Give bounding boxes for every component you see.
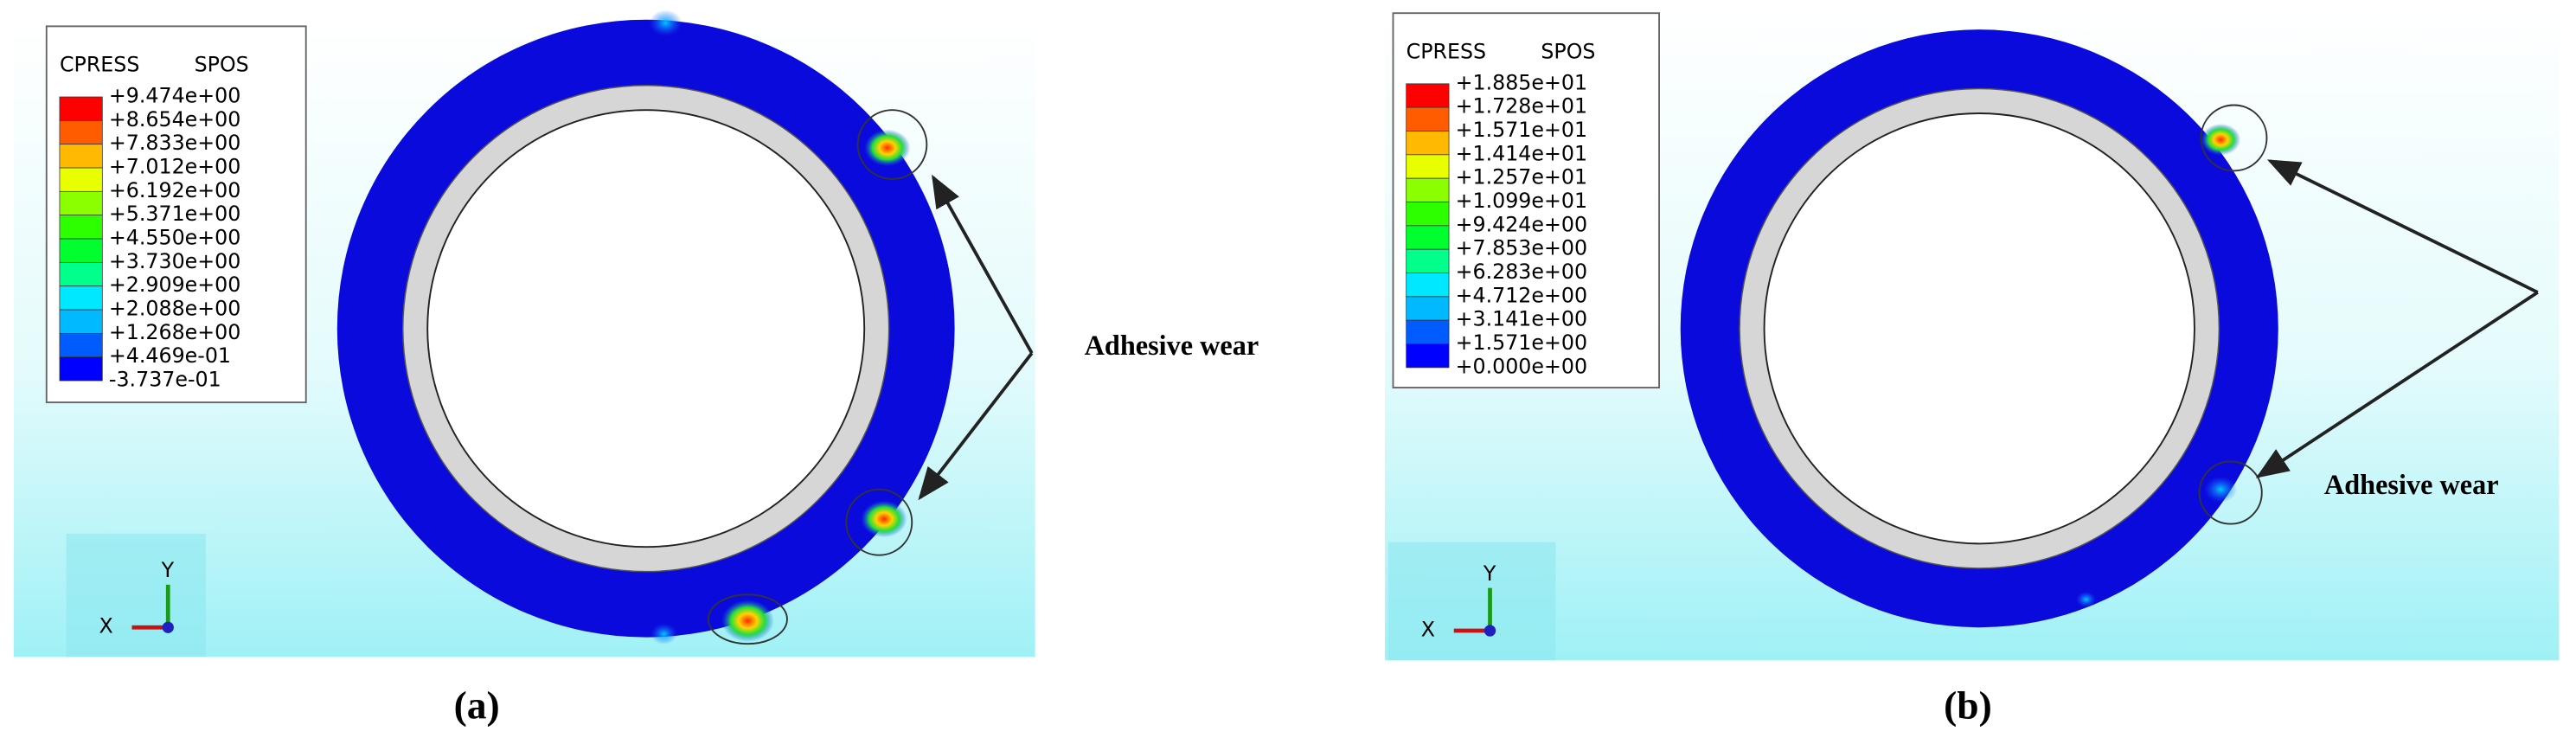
panel-caption: (b) <box>1944 683 1992 728</box>
legend-label: +8.654e+00 <box>109 107 240 131</box>
triad-origin <box>1483 625 1496 637</box>
triad-x-label: X <box>1421 618 1435 642</box>
legend-swatch <box>1406 154 1450 179</box>
contact-spot <box>721 600 774 642</box>
legend-swatch <box>59 215 103 240</box>
annotation-arrow <box>2255 291 2539 478</box>
legend-label: +4.712e+00 <box>1456 283 1587 307</box>
legend-output: SPOS <box>1541 39 1595 63</box>
triad-box <box>66 533 206 657</box>
legend-label: +0.000e+00 <box>1456 354 1587 378</box>
legend-label: +9.424e+00 <box>1456 212 1587 236</box>
legend-swatch <box>1406 202 1450 227</box>
legend-label: +7.833e+00 <box>109 131 240 155</box>
legend-swatch <box>1406 319 1450 344</box>
legend-label: +1.414e+01 <box>1456 141 1587 165</box>
legend-output: SPOS <box>195 52 249 76</box>
legend-swatch <box>59 261 103 287</box>
legend-label: +4.469e-01 <box>109 343 231 368</box>
legend-swatch <box>59 144 103 169</box>
highlight-circle <box>2198 460 2263 525</box>
legend-label: +1.099e+01 <box>1456 189 1587 213</box>
legend-swatch <box>1406 296 1450 321</box>
legend-label: +1.268e+00 <box>109 320 240 344</box>
annotation: Adhesive wear <box>1085 330 1259 361</box>
legend-swatch <box>1406 225 1450 250</box>
legend-label: +6.192e+00 <box>109 178 240 202</box>
legend-label: +9.474e+00 <box>109 84 240 108</box>
legend-swatch <box>59 167 103 192</box>
legend-swatch <box>1406 83 1450 108</box>
contact-spot <box>649 10 682 36</box>
contact-spot <box>2201 124 2241 156</box>
legend-swatch <box>59 119 103 145</box>
legend-label: +3.141e+00 <box>1456 307 1587 331</box>
legend-variable: CPRESS <box>1407 39 1486 63</box>
contact-spot <box>861 500 907 538</box>
highlight-circle <box>856 109 928 180</box>
legend-label: -3.737e-01 <box>109 368 221 392</box>
legend-label: +6.283e+00 <box>1456 260 1587 284</box>
annotation-arrow <box>932 174 1034 355</box>
contact-spot <box>2076 591 2097 608</box>
legend-label: +7.012e+00 <box>109 155 240 179</box>
legend-label: +1.257e+01 <box>1456 165 1587 189</box>
legend-label: +4.550e+00 <box>109 226 240 250</box>
legend-swatch <box>59 309 103 334</box>
legend-label: +2.909e+00 <box>109 273 240 297</box>
highlight-circle <box>2200 104 2268 172</box>
legend-swatch <box>1406 248 1450 273</box>
legend-swatch <box>59 356 103 382</box>
legend-label: +2.088e+00 <box>109 297 240 321</box>
bore <box>426 109 866 548</box>
triad-y-label: Y <box>1483 561 1496 586</box>
panel-caption: (a) <box>454 683 500 728</box>
legend-label: +3.730e+00 <box>109 249 240 273</box>
highlight-circle <box>707 593 788 645</box>
legend-label: +1.885e+01 <box>1456 70 1587 94</box>
contact-spot <box>650 623 677 645</box>
legend-swatch <box>1406 106 1450 131</box>
legend-label: +7.853e+00 <box>1456 236 1587 260</box>
annotation-arrow <box>2266 159 2539 294</box>
legend-swatch <box>1406 177 1450 202</box>
annotation: Adhesive wear <box>2324 469 2499 500</box>
triad-x-label: X <box>99 614 113 638</box>
legend-label: +1.728e+01 <box>1456 94 1587 119</box>
legend-swatch <box>59 238 103 263</box>
triad-y-label: Y <box>161 558 175 582</box>
legend-variable: CPRESS <box>60 52 139 76</box>
legend-swatch <box>1406 131 1450 156</box>
legend-swatch <box>1406 343 1450 369</box>
legend-swatch <box>59 190 103 216</box>
contact-spot <box>864 129 911 167</box>
legend-swatch <box>59 333 103 358</box>
legend-label: +1.571e+00 <box>1456 330 1587 355</box>
annotation-arrow <box>918 352 1034 501</box>
legend-swatch <box>1406 273 1450 298</box>
legend-label: +5.371e+00 <box>109 202 240 226</box>
contact-spot <box>2204 476 2238 503</box>
triad-box <box>1387 542 1556 661</box>
legend-swatch <box>59 285 103 311</box>
highlight-circle <box>845 488 913 556</box>
legend-label: +1.571e+01 <box>1456 118 1587 142</box>
legend-swatch <box>59 96 103 121</box>
triad-origin <box>162 621 174 633</box>
bore <box>1763 112 2195 545</box>
